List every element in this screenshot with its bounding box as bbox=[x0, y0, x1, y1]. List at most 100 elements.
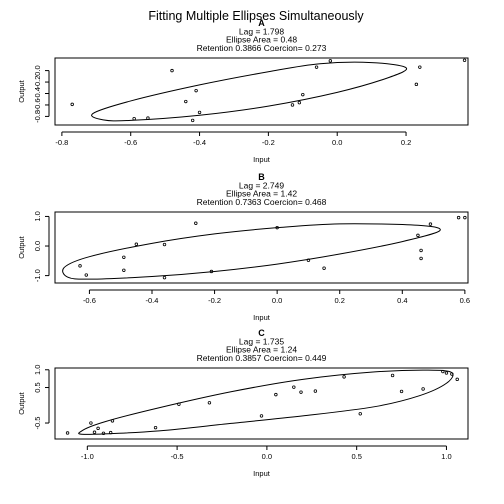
panel-stat-line: Retention 0.3857 Coercion= 0.449 bbox=[197, 353, 327, 363]
data-point bbox=[132, 117, 136, 121]
panel-letter: B bbox=[258, 172, 265, 182]
data-point bbox=[342, 375, 346, 379]
data-point bbox=[456, 215, 461, 220]
y-tick-label: -0.8 bbox=[33, 110, 42, 123]
data-point bbox=[297, 100, 302, 105]
panel-stat-line: Ellipse Area = 1.42 bbox=[226, 189, 297, 199]
data-point bbox=[209, 269, 214, 274]
panel-stat-line: Ellipse Area = 1.24 bbox=[226, 345, 297, 355]
y-tick-label: -1.0 bbox=[33, 269, 42, 282]
data-point bbox=[419, 256, 423, 261]
data-point bbox=[122, 268, 126, 272]
panel-stat-line: Lag = 1.798 bbox=[239, 26, 284, 36]
data-point bbox=[197, 110, 202, 115]
x-tick-label: 0.2 bbox=[335, 296, 345, 305]
data-point bbox=[78, 264, 82, 268]
data-point bbox=[418, 65, 422, 69]
y-axis-label: Output bbox=[17, 235, 26, 258]
y-tick-label: -0.4 bbox=[33, 87, 42, 100]
data-point bbox=[146, 116, 150, 120]
x-tick-label: 0.2 bbox=[401, 138, 411, 147]
panel-stat-line: Lag = 2.749 bbox=[239, 180, 284, 190]
x-tick-label: 0.0 bbox=[262, 452, 272, 461]
data-point bbox=[190, 118, 195, 123]
data-point bbox=[134, 242, 139, 246]
data-point bbox=[399, 389, 404, 394]
x-tick-label: -0.2 bbox=[208, 296, 221, 305]
data-point bbox=[65, 431, 70, 435]
data-point bbox=[96, 426, 100, 431]
x-tick-label: -0.5 bbox=[171, 452, 184, 461]
x-tick-label: 0.4 bbox=[397, 296, 407, 305]
fitted-ellipse bbox=[78, 369, 454, 435]
data-point bbox=[84, 273, 88, 277]
data-point bbox=[110, 419, 115, 423]
y-tick-label: 0.0 bbox=[33, 65, 42, 75]
y-tick-label: 1.0 bbox=[33, 365, 42, 375]
x-tick-label: 0.0 bbox=[272, 296, 282, 305]
data-point bbox=[306, 258, 311, 262]
data-point bbox=[259, 414, 264, 418]
x-axis-label: Input bbox=[253, 313, 271, 322]
data-point bbox=[89, 421, 93, 425]
data-point bbox=[170, 68, 174, 73]
data-point bbox=[419, 248, 423, 253]
panel-letter: A bbox=[258, 18, 265, 28]
y-tick-label: -0.2 bbox=[33, 76, 42, 89]
y-tick-label: 1.0 bbox=[33, 211, 42, 221]
data-point bbox=[462, 58, 467, 62]
panel-letter: C bbox=[258, 328, 265, 338]
figure-title: Fitting Multiple Ellipses Simultaneously bbox=[148, 9, 364, 23]
data-point bbox=[122, 255, 126, 259]
data-point bbox=[455, 377, 459, 382]
y-tick-label: 0.5 bbox=[33, 382, 42, 392]
data-point bbox=[314, 65, 319, 69]
data-point bbox=[450, 372, 454, 376]
data-point bbox=[70, 102, 74, 107]
data-point bbox=[194, 88, 198, 93]
x-tick-label: -1.0 bbox=[81, 452, 94, 461]
data-point bbox=[421, 387, 425, 391]
data-point bbox=[184, 99, 188, 104]
data-point bbox=[292, 385, 296, 389]
panel-stat-line: Ellipse Area = 0.48 bbox=[226, 35, 297, 45]
data-point bbox=[207, 401, 212, 405]
x-tick-label: 0.0 bbox=[332, 138, 342, 147]
fitted-ellipse bbox=[91, 61, 408, 122]
x-tick-label: -0.4 bbox=[193, 138, 206, 147]
x-tick-label: -0.6 bbox=[124, 138, 137, 147]
data-point bbox=[313, 389, 318, 393]
x-tick-label: -0.8 bbox=[55, 138, 68, 147]
data-point bbox=[328, 59, 333, 63]
fitted-ellipse bbox=[62, 223, 441, 280]
data-point bbox=[322, 266, 326, 270]
panel-stat-line: Retention 0.7363 Coercion= 0.468 bbox=[197, 197, 327, 207]
data-point bbox=[390, 373, 395, 378]
x-tick-label: -0.6 bbox=[83, 296, 96, 305]
x-axis-label: Input bbox=[253, 469, 271, 478]
data-point bbox=[108, 430, 113, 435]
data-point bbox=[101, 431, 106, 436]
data-point bbox=[428, 222, 433, 226]
plot-frame bbox=[54, 367, 469, 440]
panel-stat-line: Lag = 1.735 bbox=[239, 336, 284, 346]
data-point bbox=[275, 225, 279, 230]
plot-frame bbox=[54, 211, 469, 284]
data-point bbox=[153, 425, 158, 430]
x-tick-label: -0.2 bbox=[262, 138, 275, 147]
data-point bbox=[177, 402, 181, 406]
panel-stat-line: Retention 0.3866 Coercion= 0.273 bbox=[197, 43, 327, 53]
x-axis-label: Input bbox=[253, 155, 271, 164]
data-point bbox=[299, 390, 303, 394]
data-point bbox=[301, 92, 305, 97]
data-point bbox=[162, 275, 167, 280]
y-axis-label: Output bbox=[17, 79, 26, 102]
data-point bbox=[162, 242, 167, 247]
y-tick-label: -0.5 bbox=[33, 417, 42, 430]
x-tick-label: 1.0 bbox=[441, 452, 451, 461]
